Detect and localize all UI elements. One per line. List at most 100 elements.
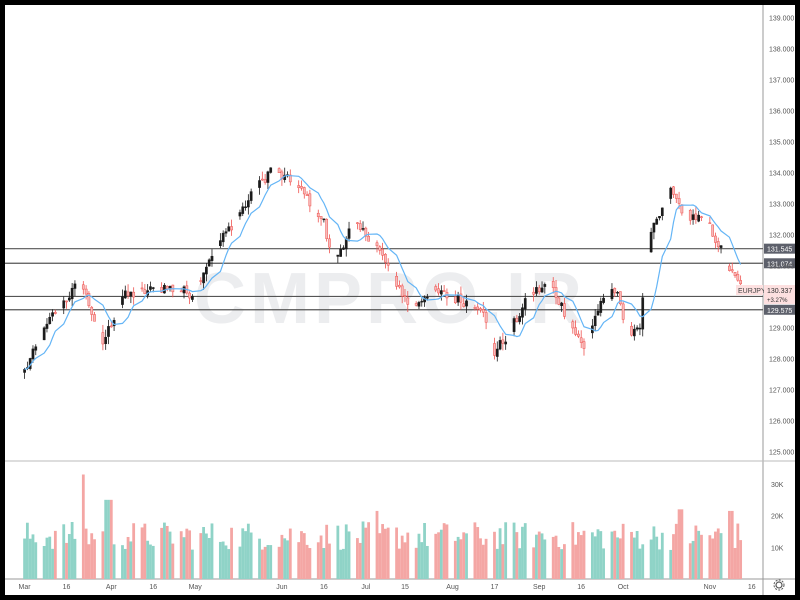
volume-bar <box>67 534 71 579</box>
candle-body <box>613 287 617 294</box>
candle-body <box>241 206 245 214</box>
candle-body <box>730 269 734 272</box>
candle-body <box>322 218 326 221</box>
volume-bar <box>397 548 401 579</box>
level-label: 129.575 <box>767 308 792 315</box>
candle-body <box>160 287 163 293</box>
volume-bar <box>336 525 340 579</box>
volume-bar <box>283 538 287 579</box>
volume-bar <box>437 532 440 579</box>
candle-body <box>140 287 144 290</box>
volume-bar <box>677 509 681 579</box>
volume-bar <box>403 542 407 579</box>
volume-bar <box>325 524 329 579</box>
volume-bar <box>610 531 614 579</box>
time-tick-label: 16 <box>748 584 756 591</box>
candle-body <box>109 325 113 328</box>
volume-bar <box>700 534 703 579</box>
volume-bar <box>512 522 516 579</box>
volume-bar <box>635 530 639 579</box>
candle-body <box>297 185 301 188</box>
candle-body <box>495 348 499 357</box>
volume-bar <box>230 527 233 579</box>
volume-bar <box>238 546 242 579</box>
volume-bar <box>540 533 544 579</box>
volume-bar <box>563 544 566 579</box>
volume-bar <box>688 543 692 579</box>
candle-body <box>632 328 636 337</box>
candle-body <box>129 291 133 297</box>
price-tick-label: 126.000 <box>769 419 794 426</box>
candle-body <box>437 288 440 294</box>
volume-bar <box>641 544 645 579</box>
time-tick-label: Jul <box>361 584 370 591</box>
volume-bar <box>518 548 522 579</box>
volume-bar <box>590 532 594 579</box>
price-tick-label: 125.000 <box>769 450 794 457</box>
candle-body <box>414 303 418 306</box>
volume-tick-label: 30K <box>771 482 784 489</box>
volume-bar <box>535 534 538 579</box>
volume-bar <box>739 540 743 579</box>
volume-bar <box>423 523 426 579</box>
candle-body <box>694 213 698 221</box>
volume-bar <box>51 548 54 579</box>
candle-body <box>512 318 516 332</box>
price-tick-label: 128.000 <box>769 357 794 364</box>
volume-tick-label: 10K <box>771 545 784 552</box>
candle-body <box>123 290 127 299</box>
volume-bar <box>621 523 625 579</box>
candle-body <box>439 290 443 295</box>
candle-body <box>406 297 410 305</box>
candle-body <box>395 276 398 287</box>
candle-body <box>579 337 583 343</box>
candle-body <box>602 297 605 303</box>
candle-body <box>560 302 563 306</box>
candle-body <box>677 198 681 204</box>
candle-body <box>551 281 555 288</box>
candle-body <box>641 297 645 330</box>
candle-body <box>574 327 577 335</box>
volume-bar <box>28 538 32 579</box>
price-tick-label: 127.000 <box>769 388 794 395</box>
candle-body <box>484 312 488 323</box>
volume-bar <box>395 527 398 579</box>
candle-body <box>356 222 359 224</box>
volume-bar <box>378 533 382 579</box>
candle-body <box>65 300 68 303</box>
candle-body <box>398 284 401 288</box>
candle-body <box>630 325 633 336</box>
candle-body <box>70 287 74 300</box>
volume-bar <box>638 548 642 579</box>
candle-body <box>459 293 463 303</box>
candle-body <box>714 235 717 243</box>
volume-bar <box>576 532 580 579</box>
volume-bar <box>241 528 245 579</box>
volume-bar <box>300 531 303 579</box>
volume-bar <box>596 529 600 579</box>
candle-body <box>132 291 136 298</box>
candle-body <box>462 303 466 307</box>
candle-body <box>384 253 387 263</box>
volume-bar <box>551 536 555 579</box>
settings-icon[interactable] <box>773 579 785 591</box>
candle-body <box>342 247 345 250</box>
volume-bar <box>453 540 457 579</box>
volume-bar <box>356 538 359 579</box>
volume-bar <box>660 532 664 579</box>
volume-bar <box>504 522 508 579</box>
candle-body <box>649 231 653 253</box>
volume-bar <box>481 544 485 579</box>
candle-body <box>521 307 524 318</box>
candle-body <box>107 326 110 337</box>
volume-bar <box>277 546 281 579</box>
candle-body <box>515 317 519 322</box>
volume-bar <box>199 533 203 579</box>
candle-body <box>344 238 348 250</box>
candle-body <box>104 336 108 344</box>
volume-bar <box>730 510 734 579</box>
candle-body <box>596 310 600 316</box>
candle-body <box>465 300 468 307</box>
